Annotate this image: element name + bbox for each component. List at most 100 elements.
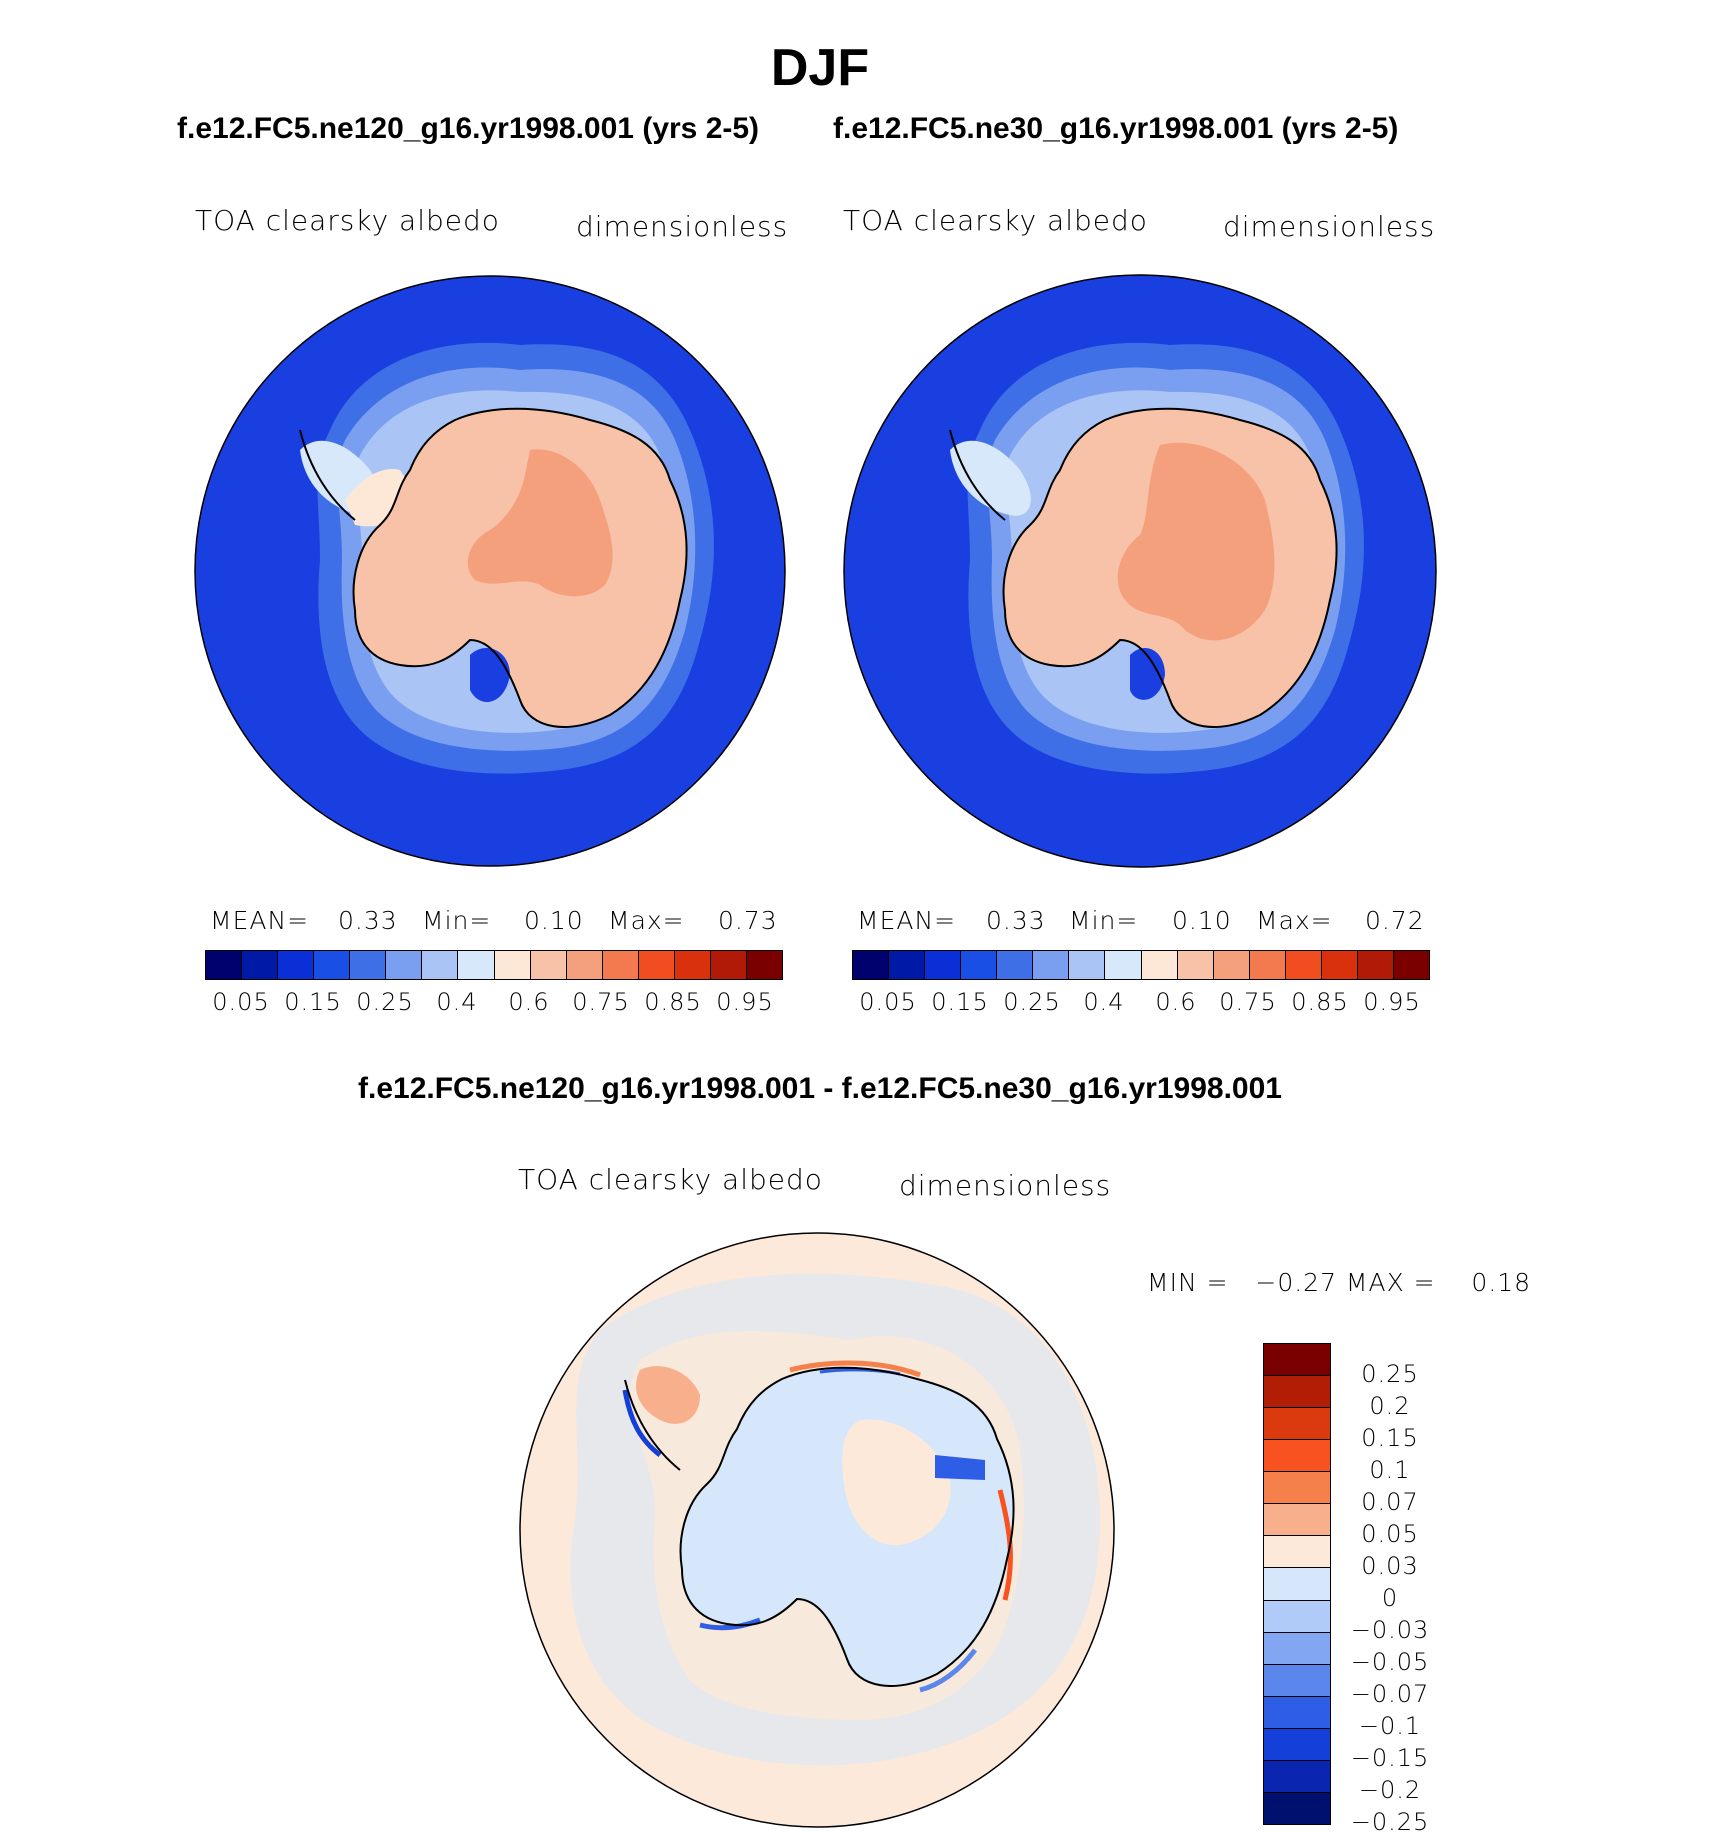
colorbar-swatch — [1392, 951, 1429, 979]
left-max-value: 0.73 — [718, 906, 778, 935]
colorbar-swatch — [673, 951, 710, 979]
right-variable-label: TOA clearsky albedo — [843, 204, 1148, 237]
colorbar-swatch — [277, 951, 314, 979]
left-min-value: 0.10 — [524, 906, 584, 935]
colorbar-tick-label: 0.85 — [644, 988, 702, 1016]
colorbar-swatch — [1264, 1759, 1330, 1792]
colorbar-swatch — [996, 951, 1033, 979]
left-min-label: Min= — [422, 906, 492, 935]
colorbar-swatch — [1068, 951, 1105, 979]
colorbar-swatch — [1320, 951, 1357, 979]
left-units-label: dimensionless — [576, 210, 789, 243]
colorbar-swatch — [457, 951, 494, 979]
colorbar-swatch — [1248, 951, 1285, 979]
colorbar-swatch — [421, 951, 458, 979]
colorbar-swatch — [1104, 951, 1141, 979]
colorbar-tick-label: 0.95 — [1363, 988, 1421, 1016]
colorbar-tick-label: 0 — [1381, 1584, 1399, 1612]
colorbar-swatch — [853, 951, 889, 979]
colorbar-tick-label: −0.25 — [1350, 1808, 1430, 1836]
colorbar-tick-label: −0.15 — [1350, 1744, 1430, 1772]
colorbar-tick-label: −0.05 — [1350, 1648, 1430, 1676]
colorbar-tick-label: 0.95 — [716, 988, 774, 1016]
right-min-label: Min= — [1069, 906, 1139, 935]
colorbar-tick-label: 0.15 — [1361, 1424, 1419, 1452]
colorbar-swatch — [924, 951, 961, 979]
figure-title: DJF — [770, 39, 870, 97]
right-colorbar-ticks: 0.05 0.15 0.25 0.4 0.6 0.75 0.85 0.95 — [852, 988, 1428, 1018]
colorbar-swatch — [1032, 951, 1069, 979]
colorbar-swatch — [1264, 1375, 1330, 1408]
colorbar-swatch — [385, 951, 422, 979]
colorbar-tick-label: 0.25 — [1003, 988, 1061, 1016]
colorbar-swatch — [1264, 1344, 1330, 1376]
colorbar-swatch — [1264, 1535, 1330, 1568]
colorbar-tick-label: 0.75 — [1219, 988, 1277, 1016]
colorbar-swatch — [1264, 1599, 1330, 1632]
colorbar-swatch — [349, 951, 386, 979]
colorbar-swatch — [745, 951, 782, 979]
colorbar-swatch — [1264, 1439, 1330, 1472]
colorbar-swatch — [241, 951, 278, 979]
colorbar-swatch — [1264, 1471, 1330, 1504]
colorbar-swatch — [206, 951, 242, 979]
colorbar-tick-label: 0.4 — [436, 988, 478, 1016]
colorbar-swatch — [601, 951, 638, 979]
left-max-label: Max= — [608, 906, 685, 935]
right-mean-value: 0.33 — [986, 906, 1046, 935]
colorbar-swatch — [1264, 1407, 1330, 1440]
colorbar-tick-label: 0.25 — [356, 988, 414, 1016]
diff-minmax-label: MIN = −0.27 MAX = 0.18 — [1147, 1268, 1532, 1297]
left-colorbar — [205, 950, 783, 980]
colorbar-tick-label: 0.05 — [212, 988, 270, 1016]
colorbar-swatch — [960, 951, 997, 979]
colorbar-swatch — [1264, 1663, 1330, 1696]
colorbar-tick-label: 0.03 — [1361, 1552, 1419, 1580]
colorbar-swatch — [313, 951, 350, 979]
colorbar-swatch — [637, 951, 674, 979]
colorbar-swatch — [565, 951, 602, 979]
left-mean-value: 0.33 — [338, 906, 398, 935]
colorbar-tick-label: 0.15 — [284, 988, 342, 1016]
colorbar-swatch — [1264, 1631, 1330, 1664]
colorbar-tick-label: 0.2 — [1369, 1392, 1411, 1420]
right-units-label: dimensionless — [1223, 210, 1436, 243]
diff-variable-label: TOA clearsky albedo — [518, 1163, 823, 1196]
diff-colorbar — [1263, 1343, 1331, 1825]
colorbar-tick-label: 0.4 — [1083, 988, 1125, 1016]
colorbar-swatch — [1264, 1791, 1330, 1824]
right-max-value: 0.72 — [1365, 906, 1425, 935]
colorbar-swatch — [1356, 951, 1393, 979]
left-variable-label: TOA clearsky albedo — [195, 204, 500, 237]
left-run-caption: f.e12.FC5.ne120_g16.yr1998.001 (yrs 2-5) — [177, 112, 760, 145]
colorbar-tick-label: −0.03 — [1350, 1616, 1430, 1644]
diff-colorbar-ticks: 0.25 0.2 0.15 0.1 0.07 0.05 0.03 0 −0.03 −0.05 −0.… — [1340, 1343, 1480, 1836]
colorbar-swatch — [1264, 1567, 1330, 1600]
right-min-value: 0.10 — [1172, 906, 1232, 935]
colorbar-tick-label: −0.1 — [1358, 1712, 1422, 1740]
right-max-label: Max= — [1256, 906, 1333, 935]
colorbar-tick-label: −0.07 — [1350, 1680, 1430, 1708]
colorbar-swatch — [888, 951, 925, 979]
colorbar-swatch — [1284, 951, 1321, 979]
colorbar-tick-label: 0.1 — [1369, 1456, 1411, 1484]
colorbar-tick-label: 0.6 — [1155, 988, 1197, 1016]
colorbar-swatch — [1176, 951, 1213, 979]
diff-units-label: dimensionless — [899, 1169, 1112, 1202]
colorbar-swatch — [1140, 951, 1177, 979]
colorbar-tick-label: −0.2 — [1358, 1776, 1422, 1804]
colorbar-tick-label: 0.15 — [931, 988, 989, 1016]
colorbar-tick-label: 0.05 — [859, 988, 917, 1016]
colorbar-swatch — [1212, 951, 1249, 979]
right-run-caption: f.e12.FC5.ne30_g16.yr1998.001 (yrs 2-5) — [833, 112, 1399, 145]
colorbar-swatch — [529, 951, 566, 979]
colorbar-tick-label: 0.75 — [572, 988, 630, 1016]
right-mean-label: MEAN= — [857, 906, 957, 935]
colorbar-tick-label: 0.6 — [508, 988, 550, 1016]
left-colorbar-ticks: 0.05 0.15 0.25 0.4 0.6 0.75 0.85 0.95 — [205, 988, 781, 1018]
colorbar-swatch — [493, 951, 530, 979]
right-colorbar — [852, 950, 1430, 980]
colorbar-swatch — [1264, 1695, 1330, 1728]
colorbar-swatch — [1264, 1727, 1330, 1760]
colorbar-swatch — [709, 951, 746, 979]
